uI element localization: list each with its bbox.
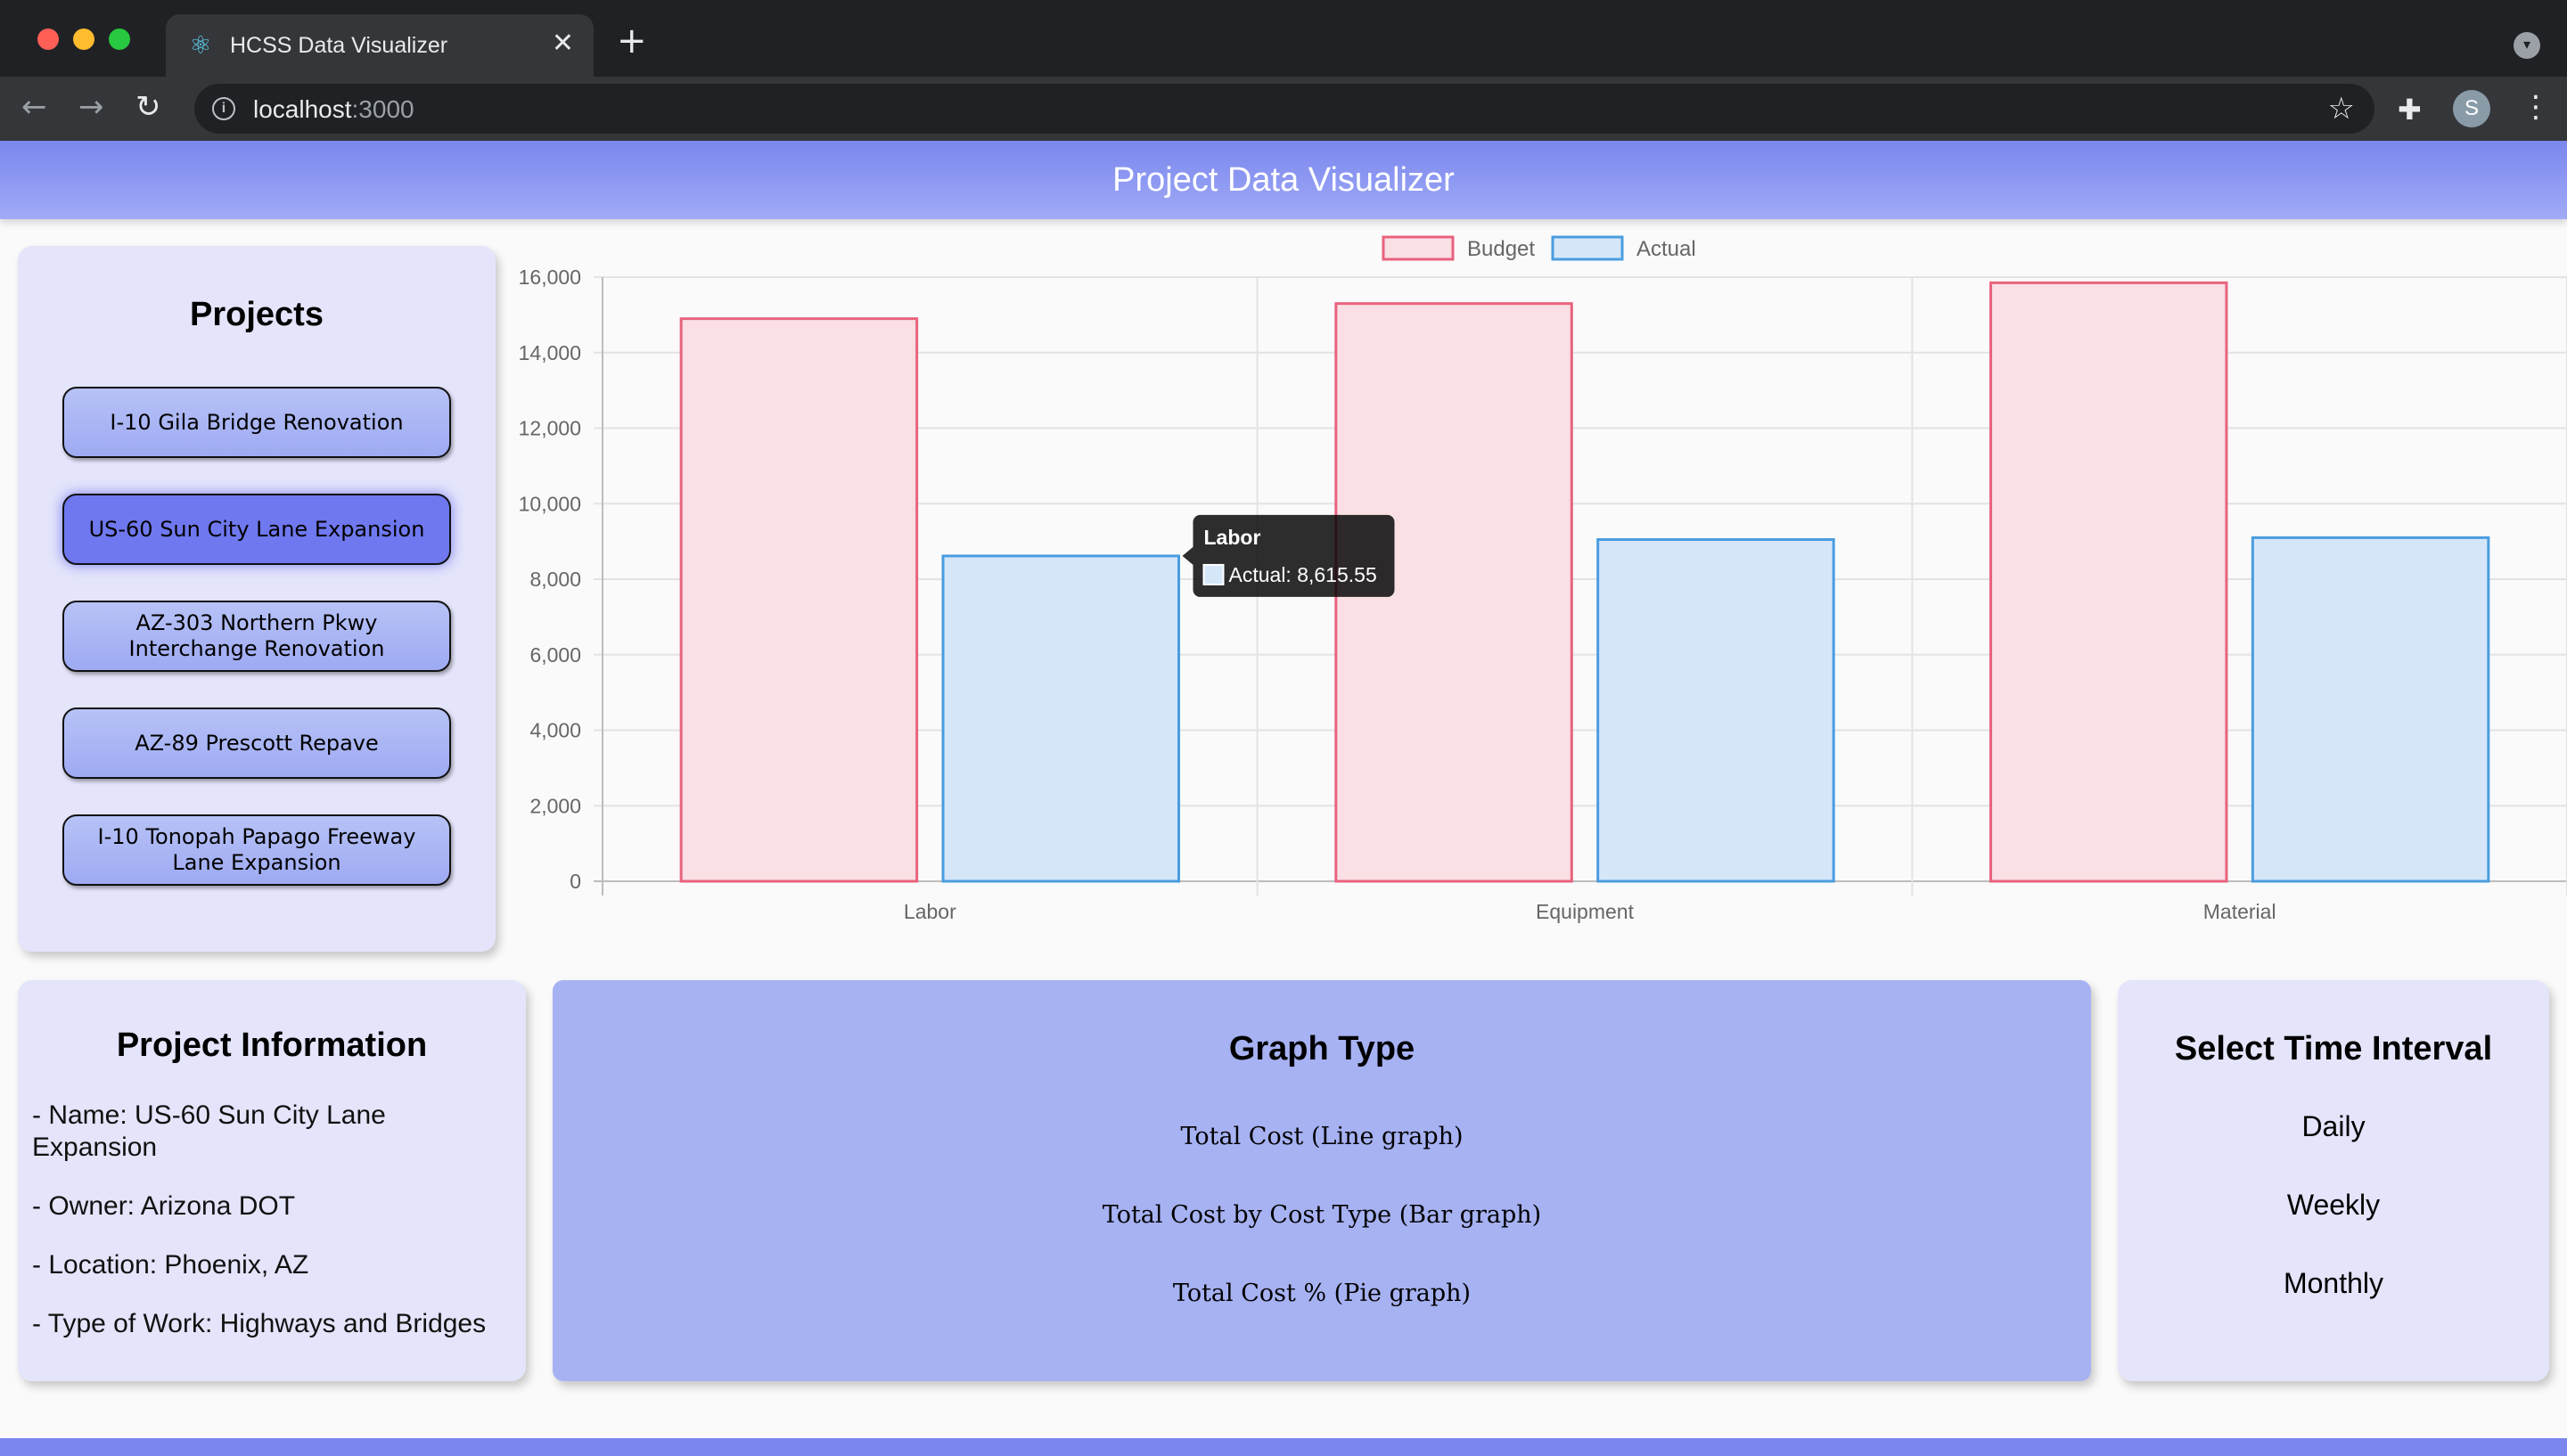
zoom-window-button[interactable] — [109, 29, 130, 50]
legend-label-actual[interactable]: Actual — [1636, 237, 1696, 261]
time-interval-heading: Select Time Interval — [2174, 1030, 2493, 1067]
bar-chart[interactable]: 0 2,000 4,000 6,000 8,000 10,000 12,000 14,000 1… — [499, 228, 2567, 941]
tab-search-icon[interactable]: ▾ — [2514, 32, 2540, 59]
url-port: :3000 — [351, 95, 414, 123]
y-tick-label: 4,000 — [529, 719, 581, 742]
tooltip-swatch — [1202, 563, 1225, 585]
bar-actual-labor[interactable] — [941, 554, 1181, 883]
bar-actual-material[interactable] — [2251, 536, 2490, 883]
projects-heading: Projects — [190, 296, 324, 333]
browser-toolbar: ← → ↻ i localhost:3000 ☆ ✚ S ⋮ — [0, 77, 2567, 141]
new-tab-icon[interactable]: + — [617, 20, 647, 61]
x-tick-label: Labor — [904, 900, 956, 923]
y-tick-label: 14,000 — [519, 341, 581, 364]
tooltip-label: Actual: 8,615.55 — [1229, 563, 1377, 586]
x-tick-label: Equipment — [1536, 900, 1635, 923]
time-option-daily[interactable]: Daily — [2301, 1110, 2366, 1142]
info-icon[interactable]: i — [212, 97, 235, 120]
project-button-label: I-10 Tonopah Papago Freeway Lane Expansi… — [97, 824, 416, 875]
y-tick-label: 16,000 — [519, 266, 581, 289]
footer-bar — [0, 1438, 2567, 1456]
bar-actual-equipment[interactable] — [1596, 538, 1835, 883]
app-header: Project Data Visualizer — [0, 141, 2567, 219]
tooltip-box — [1193, 514, 1395, 597]
app-title: Project Data Visualizer — [1112, 161, 1455, 199]
project-button-i10-tonopah[interactable]: I-10 Tonopah Papago Freeway Lane Expansi… — [62, 814, 451, 886]
project-owner: - Owner: Arizona DOT — [32, 1191, 296, 1221]
project-information-panel: Project Information - Name: US-60 Sun Ci… — [18, 980, 526, 1381]
bar-budget-labor[interactable] — [679, 317, 919, 883]
y-tick-label: 6,000 — [529, 643, 581, 667]
project-type-of-work: - Type of Work: Highways and Bridges — [32, 1309, 487, 1338]
menu-kebab-icon[interactable]: ⋮ — [2521, 89, 2551, 125]
project-information-heading: Project Information — [116, 1027, 428, 1064]
close-tab-icon[interactable]: ✕ — [551, 28, 574, 59]
reload-icon[interactable]: ↻ — [135, 89, 161, 125]
projects-panel: Projects I-10 Gila Bridge Renovation US-… — [18, 246, 496, 952]
forward-arrow-icon[interactable]: → — [78, 89, 104, 125]
project-button-az303-northern[interactable]: AZ-303 Northern Pkwy Interchange Renovat… — [62, 601, 451, 672]
extensions-puzzle-icon[interactable]: ✚ — [2398, 93, 2422, 127]
y-tick-label: 2,000 — [529, 794, 581, 817]
time-option-weekly[interactable]: Weekly — [2286, 1189, 2381, 1221]
profile-avatar[interactable]: S — [2453, 90, 2490, 127]
graph-option-bar[interactable]: Total Cost by Cost Type (Bar graph) — [1102, 1201, 1542, 1229]
project-button-us60-sun-city[interactable]: US-60 Sun City Lane Expansion — [62, 494, 451, 565]
bookmark-star-icon[interactable]: ☆ — [2327, 91, 2355, 127]
close-window-button[interactable] — [37, 29, 59, 50]
time-interval-panel: Select Time Interval Daily Weekly Monthl… — [2118, 980, 2549, 1381]
browser-titlebar: ⚛ HCSS Data Visualizer ✕ + ▾ — [0, 0, 2567, 77]
url-text[interactable]: localhost:3000 — [253, 95, 414, 124]
back-arrow-icon[interactable]: ← — [21, 89, 47, 125]
legend-label-budget[interactable]: Budget — [1467, 237, 1535, 261]
graph-type-heading: Graph Type — [1228, 1030, 1415, 1067]
project-location: - Location: Phoenix, AZ — [32, 1250, 309, 1280]
tooltip-caret — [1182, 546, 1193, 565]
y-tick-label: 8,000 — [529, 568, 581, 591]
y-tick-label: 12,000 — [519, 417, 581, 440]
project-button-label: I-10 Gila Bridge Renovation — [110, 409, 404, 435]
address-bar[interactable]: i localhost:3000 ☆ — [194, 84, 2374, 134]
project-button-label: AZ-303 Northern Pkwy Interchange Renovat… — [128, 610, 385, 661]
project-button-az89-prescott[interactable]: AZ-89 Prescott Repave — [62, 708, 451, 779]
graph-option-pie[interactable]: Total Cost % (Pie graph) — [1172, 1280, 1472, 1307]
graph-type-panel: Graph Type Total Cost (Line graph) Total… — [553, 980, 2091, 1381]
minimize-window-button[interactable] — [73, 29, 94, 50]
react-icon: ⚛ — [189, 30, 212, 60]
url-host: localhost — [253, 95, 352, 123]
bar-budget-material[interactable] — [1989, 281, 2228, 883]
graph-option-line[interactable]: Total Cost (Line graph) — [1180, 1123, 1464, 1150]
y-tick-label: 10,000 — [519, 492, 581, 515]
x-tick-label: Material — [2203, 900, 2276, 923]
project-name: - Name: US-60 Sun City Lane Expansion — [32, 1100, 386, 1162]
project-button-label: US-60 Sun City Lane Expansion — [88, 516, 425, 542]
time-option-monthly[interactable]: Monthly — [2283, 1267, 2384, 1299]
tab-title: HCSS Data Visualizer — [230, 33, 448, 58]
project-button-i10-gila[interactable]: I-10 Gila Bridge Renovation — [62, 387, 451, 458]
browser-tab[interactable]: ⚛ HCSS Data Visualizer ✕ — [166, 14, 594, 77]
legend-swatch-budget[interactable] — [1382, 235, 1455, 261]
project-button-label: AZ-89 Prescott Repave — [135, 730, 379, 756]
bar-chart-svg[interactable]: 0 2,000 4,000 6,000 8,000 10,000 12,000 14,000 1… — [499, 228, 2567, 941]
tooltip-title: Labor — [1204, 526, 1261, 549]
y-tick-label: 0 — [570, 870, 581, 893]
legend-swatch-actual[interactable] — [1551, 235, 1624, 261]
